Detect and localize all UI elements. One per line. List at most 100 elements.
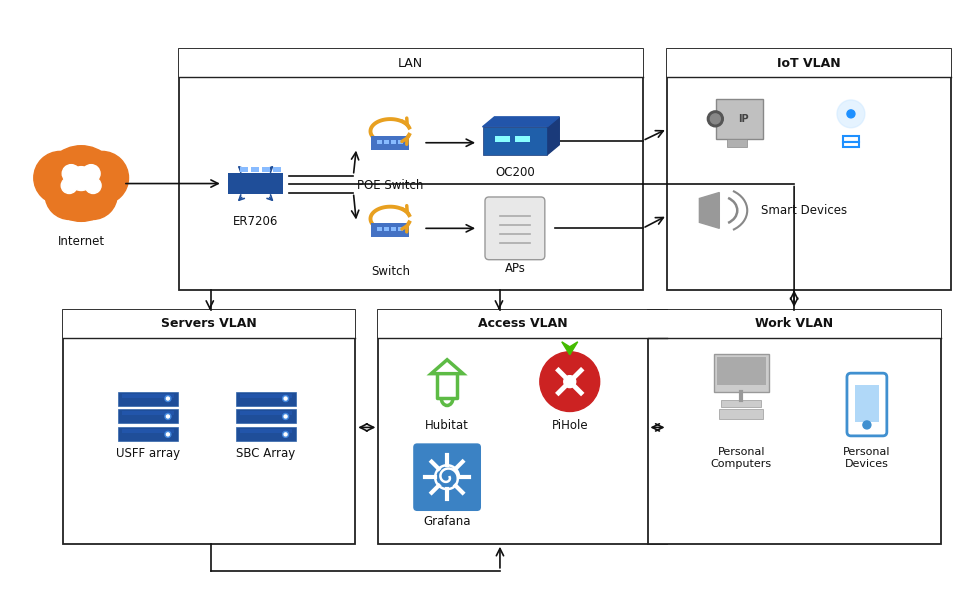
Bar	[843, 136, 859, 141]
Circle shape	[45, 170, 95, 220]
Polygon shape	[482, 117, 560, 127]
Text: IoT VLAN: IoT VLAN	[777, 57, 841, 70]
Text: Work VLAN: Work VLAN	[755, 317, 833, 330]
Polygon shape	[547, 117, 560, 155]
Bar	[717, 357, 766, 385]
Bar	[179, 49, 643, 290]
Bar	[118, 391, 178, 406]
Circle shape	[165, 432, 171, 438]
Bar	[843, 141, 859, 147]
Text: OC200: OC200	[495, 166, 534, 179]
Circle shape	[563, 376, 576, 388]
Text: Personal
Computers: Personal Computers	[711, 447, 771, 469]
Text: Smart Devices: Smart Devices	[761, 204, 847, 217]
Bar	[648, 310, 941, 544]
Bar	[378, 228, 382, 231]
Bar	[240, 429, 291, 433]
Bar	[515, 136, 529, 141]
Bar	[63, 310, 355, 338]
FancyBboxPatch shape	[485, 197, 545, 259]
Bar	[251, 167, 258, 172]
Bar	[398, 228, 403, 231]
Circle shape	[429, 459, 465, 495]
Bar	[855, 385, 879, 422]
Bar	[378, 140, 382, 144]
Bar	[378, 310, 668, 544]
FancyBboxPatch shape	[413, 443, 481, 511]
Bar	[713, 354, 769, 391]
Circle shape	[165, 396, 171, 402]
Circle shape	[34, 151, 87, 204]
Bar	[118, 409, 178, 423]
Bar	[391, 228, 396, 231]
Circle shape	[166, 397, 169, 400]
Circle shape	[283, 432, 288, 438]
Bar	[63, 310, 355, 544]
Bar	[384, 228, 389, 231]
Circle shape	[61, 178, 77, 193]
Bar	[716, 99, 763, 138]
Bar	[648, 310, 941, 338]
Polygon shape	[700, 193, 719, 228]
Bar	[482, 127, 547, 155]
Text: IP: IP	[738, 114, 748, 124]
Circle shape	[862, 421, 871, 429]
Circle shape	[44, 146, 119, 222]
Bar	[122, 394, 174, 397]
Bar	[118, 427, 178, 441]
Bar	[240, 167, 248, 172]
Bar	[273, 167, 281, 172]
Text: POE Switch: POE Switch	[357, 179, 423, 191]
Circle shape	[166, 415, 169, 418]
Text: Servers VLAN: Servers VLAN	[162, 317, 257, 330]
Bar	[668, 49, 951, 77]
Bar	[236, 409, 295, 423]
Text: ER7206: ER7206	[233, 216, 279, 228]
Text: Internet: Internet	[58, 235, 105, 248]
Bar	[236, 391, 295, 406]
Bar	[179, 49, 643, 77]
Polygon shape	[570, 342, 578, 355]
Circle shape	[708, 111, 723, 127]
Circle shape	[166, 433, 169, 436]
Circle shape	[76, 151, 129, 204]
Circle shape	[847, 110, 855, 118]
Circle shape	[284, 397, 287, 400]
Bar	[398, 140, 403, 144]
Bar	[240, 412, 291, 415]
Text: USFF array: USFF array	[116, 447, 180, 461]
Bar	[727, 138, 747, 147]
FancyBboxPatch shape	[847, 373, 887, 436]
Bar	[391, 140, 396, 144]
Bar	[240, 394, 291, 397]
Circle shape	[85, 178, 101, 193]
Text: Access VLAN: Access VLAN	[478, 317, 567, 330]
Circle shape	[417, 352, 477, 412]
Circle shape	[829, 92, 873, 136]
Circle shape	[540, 352, 599, 412]
Bar	[384, 140, 389, 144]
Circle shape	[283, 414, 288, 420]
Circle shape	[711, 114, 720, 124]
Bar	[228, 173, 283, 194]
Circle shape	[82, 164, 100, 182]
Circle shape	[68, 170, 117, 220]
Text: SBC Array: SBC Array	[236, 447, 295, 461]
Circle shape	[284, 433, 287, 436]
Circle shape	[284, 415, 287, 418]
Circle shape	[837, 100, 864, 128]
Bar	[721, 400, 761, 406]
Circle shape	[283, 396, 288, 402]
Bar	[719, 409, 763, 420]
Text: Hubitat: Hubitat	[425, 420, 469, 432]
Text: LAN: LAN	[398, 57, 423, 70]
Bar	[668, 49, 951, 290]
Circle shape	[69, 167, 93, 190]
Text: APs: APs	[504, 262, 526, 275]
Bar	[495, 136, 510, 141]
Circle shape	[62, 164, 80, 182]
Circle shape	[422, 357, 472, 406]
Text: Switch: Switch	[371, 265, 409, 278]
Bar	[122, 429, 174, 433]
Bar	[371, 223, 409, 238]
